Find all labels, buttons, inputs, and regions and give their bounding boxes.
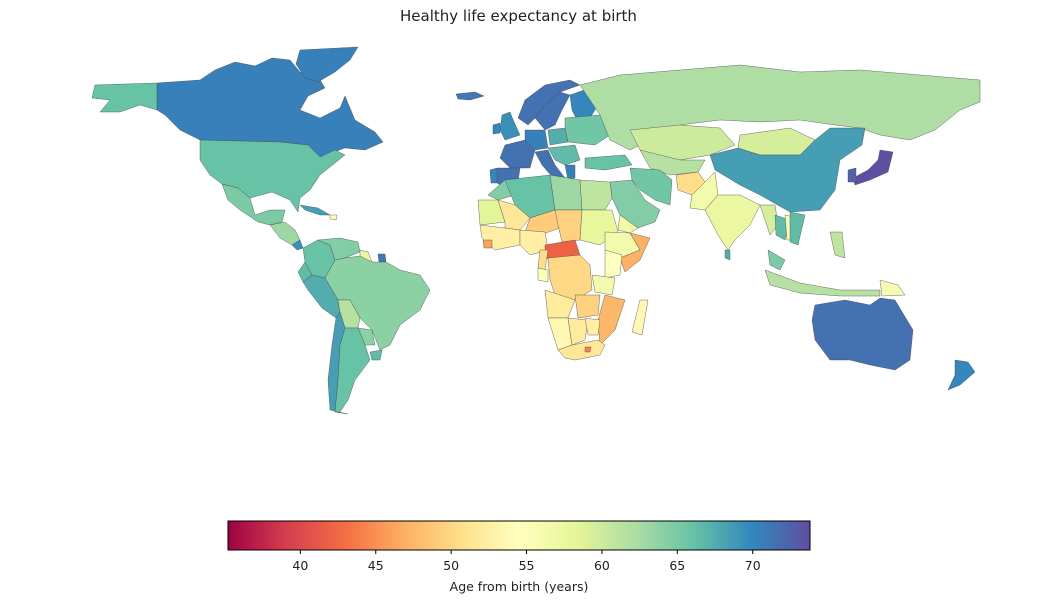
colorbar-tick-label: 60 <box>594 558 610 573</box>
country-botswana: Botswana <box>567 317 589 346</box>
colorbar-tick-label: 55 <box>519 558 535 573</box>
country-germany: Germany <box>524 129 549 151</box>
country-haiti: Haiti <box>329 214 338 221</box>
country-balkans: Balkans <box>547 144 581 166</box>
country-united-states: United States <box>199 139 346 213</box>
country-gabon: Gabon <box>537 267 549 283</box>
country-madagascar: Madagascar <box>631 299 649 336</box>
country-india: India <box>704 194 761 251</box>
country-kenya: Kenya <box>604 249 623 279</box>
colorbar-tick-label: 65 <box>669 558 685 573</box>
country-mozambique: Mozambique <box>597 294 626 346</box>
country-philippines: Philippines <box>829 231 846 259</box>
country-greenland: Greenland <box>295 46 359 83</box>
country-venezuela: Venezuela <box>317 237 361 261</box>
colorbar-label: Age from birth (years) <box>450 579 589 594</box>
country-argentina: Argentina <box>334 327 371 413</box>
country-south-korea: South Korea <box>847 167 857 183</box>
country-french-guiana: French Guiana <box>377 253 387 263</box>
country-vietnam: Vietnam <box>789 211 806 246</box>
country-libya: Libya <box>549 174 583 211</box>
country-japan: Japan <box>852 149 894 186</box>
country-saudi-arabia: Saudi Arabia <box>609 179 661 229</box>
country-turkey: Turkey <box>584 154 633 171</box>
country-iran: Iran <box>629 167 673 206</box>
country-egypt: Egypt <box>579 179 613 211</box>
country-australia: Australia <box>811 297 914 371</box>
country-portugal: Portugal <box>489 167 498 184</box>
country-zimbabwe: Zimbabwe <box>584 317 601 336</box>
country-china: China <box>709 127 866 213</box>
country-zambia: Zambia <box>574 294 601 319</box>
country-namibia: Namibia <box>547 317 573 351</box>
country-sweden: Sweden <box>534 91 571 131</box>
colorbar-gradient <box>227 520 811 551</box>
country-somalia: Somalia <box>619 232 651 273</box>
colorbar-tick-label: 45 <box>368 558 384 573</box>
country-iceland: Iceland <box>455 91 485 101</box>
country-cameroon: Cameroon <box>537 249 549 271</box>
colorbar-tick-label: 70 <box>745 558 761 573</box>
country-uruguay: Uruguay <box>369 349 383 361</box>
country-mexico: Mexico <box>221 183 286 226</box>
country-greece: Greece <box>564 164 576 181</box>
country-new-zealand: New Zealand <box>947 359 976 391</box>
country-south-africa: South Africa <box>557 339 606 361</box>
country-sierra-leone: Sierra Leone <box>482 239 493 249</box>
country-cuba: Cuba <box>299 204 331 216</box>
country-ecuador: Ecuador <box>297 261 313 283</box>
country-poland: Poland <box>547 127 569 146</box>
country-russia: Russia <box>579 64 981 151</box>
country-nigeria: Nigeria <box>519 229 549 256</box>
country-tanzania: Tanzania <box>591 274 616 296</box>
country-niger: Niger <box>524 209 561 236</box>
chart-title: Healthy life expectancy at birth <box>400 7 637 25</box>
country-alaska: Alaska <box>91 82 158 113</box>
country-central-america: Central America <box>269 221 301 246</box>
country-united-kingdom: United Kingdom <box>499 111 521 141</box>
colorbar-tick-label: 40 <box>292 558 308 573</box>
country-mongolia: Mongolia <box>737 127 816 156</box>
country-myanmar: Myanmar <box>759 204 779 236</box>
country-norway: Norway <box>517 79 581 126</box>
colorbar-ticks: 40 45 50 55 60 65 70 <box>292 550 761 573</box>
country-papua-new-guinea: Papua New Guinea <box>879 279 906 297</box>
colorbar-tick-label: 50 <box>443 558 459 573</box>
country-malaysia: Malaysia <box>767 249 786 271</box>
country-lesotho: Lesotho <box>584 346 592 353</box>
country-indonesia: Indonesia <box>764 269 881 297</box>
country-ireland: Ireland <box>492 122 501 135</box>
country-chad: Chad <box>554 209 583 243</box>
world-map: CanadaGreenlandUnited StatesAlaskaMexico… <box>91 46 981 415</box>
country-sri-lanka: Sri Lanka <box>724 249 731 261</box>
